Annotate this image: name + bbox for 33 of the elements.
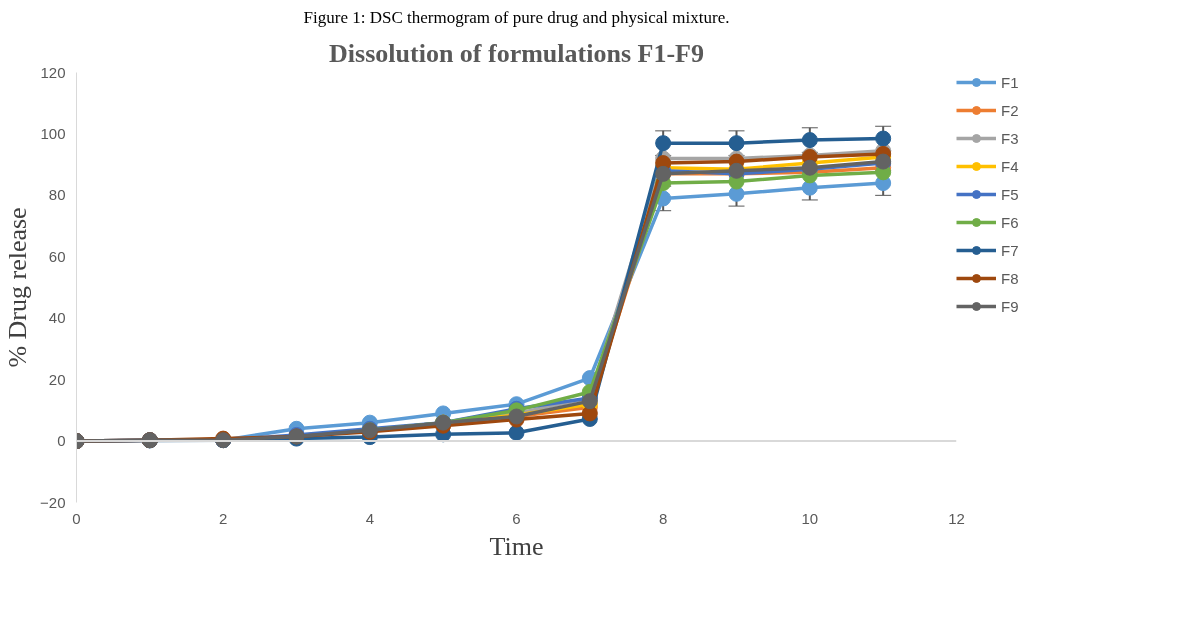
y-tick-label: 40 bbox=[48, 309, 66, 327]
point bbox=[508, 424, 525, 441]
y-tick-label: 60 bbox=[48, 247, 66, 265]
caption: Figure 1: DSC thermogram of pure drug and physical mixture. bbox=[303, 7, 730, 27]
legend-label: F2 bbox=[1001, 101, 1020, 119]
x-tick-label: 4 bbox=[365, 509, 375, 527]
y-tick-label: 120 bbox=[40, 63, 66, 81]
x-tick-label: 6 bbox=[512, 509, 521, 527]
x-tick-label: 12 bbox=[948, 509, 965, 527]
legend-label: F1 bbox=[1001, 73, 1020, 91]
y-tick-label: −20 bbox=[40, 493, 66, 511]
legend-label: F6 bbox=[1001, 213, 1020, 231]
legend-label: F8 bbox=[1001, 269, 1020, 287]
y-tick-label: 20 bbox=[48, 370, 66, 388]
x-tick-label: 0 bbox=[72, 509, 81, 527]
legend-label: F7 bbox=[1001, 241, 1020, 259]
y-axis-title: % Drug release bbox=[3, 207, 33, 368]
x-axis-title: Time bbox=[489, 531, 544, 561]
point bbox=[655, 135, 672, 152]
y-tick-label: 0 bbox=[57, 432, 66, 450]
legend-label: F5 bbox=[1001, 185, 1020, 203]
point bbox=[875, 130, 892, 147]
x-tick-label: 10 bbox=[801, 509, 819, 527]
x-tick-label: 2 bbox=[219, 509, 228, 527]
legend-label: F3 bbox=[1001, 129, 1020, 147]
point bbox=[728, 135, 745, 152]
point bbox=[801, 132, 818, 149]
legend-label: F9 bbox=[1001, 297, 1020, 315]
y-tick-label: 100 bbox=[40, 124, 66, 142]
x-tick-label: 8 bbox=[659, 509, 668, 527]
chart-title: Dissolution of formulations F1-F9 bbox=[329, 38, 704, 68]
y-tick-label: 80 bbox=[48, 186, 66, 204]
legend-label: F4 bbox=[1001, 157, 1020, 175]
